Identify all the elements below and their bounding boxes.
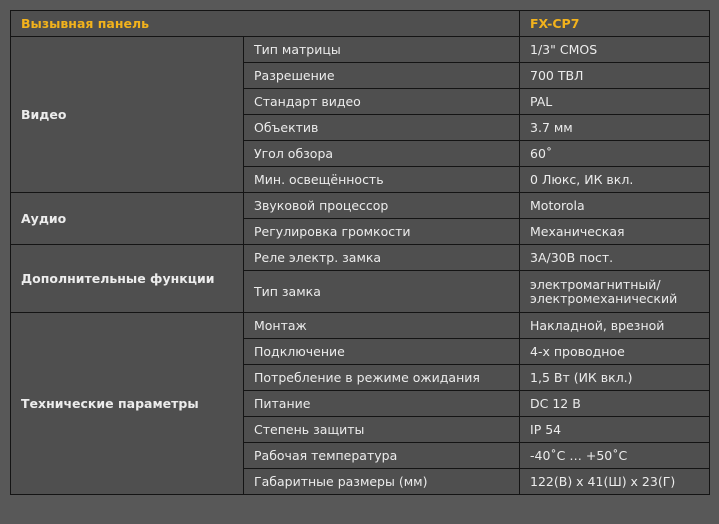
- param-name: Тип замка: [242, 270, 521, 313]
- table-header-row: Вызывная панель FX-CP7: [9, 10, 711, 37]
- param-name: Тип матрицы: [242, 36, 521, 63]
- param-name: Объектив: [242, 114, 521, 141]
- param-value: 0 Люкс, ИК вкл.: [519, 166, 711, 193]
- table-row: Регулировка громкости Механическая: [11, 218, 711, 245]
- table-row: Видео Тип матрицы 1/3" CMOS: [10, 36, 711, 193]
- table-row: Стандарт видео PAL: [11, 88, 711, 115]
- table-row: Рабочая температура -40˚С … +50˚С: [11, 442, 711, 469]
- param-value: Motorola: [519, 192, 711, 219]
- param-name: Регулировка громкости: [242, 218, 521, 245]
- param-value: 4-х проводное: [519, 338, 711, 365]
- param-name: Подключение: [242, 338, 521, 365]
- param-value: 3А/30В пост.: [519, 244, 711, 271]
- table-row: Тип замка электромагнитный/ электромехани…: [11, 270, 711, 313]
- header-title: Вызывная панель: [9, 10, 521, 37]
- param-value: DC 12 В: [519, 390, 711, 417]
- param-name: Стандарт видео: [242, 88, 521, 115]
- group-label: Видео: [10, 36, 244, 193]
- table-row: Дополнительные функции Реле электр. замка…: [10, 244, 711, 313]
- param-name: Питание: [242, 390, 521, 417]
- param-name: Разрешение: [242, 62, 521, 89]
- table-row: Аудио Звуковой процессор Motorola: [10, 192, 711, 245]
- group-label: Технические параметры: [10, 312, 244, 495]
- param-name: Монтаж: [242, 312, 521, 339]
- param-name: Габаритные размеры (мм): [242, 468, 521, 495]
- table-row: Габаритные размеры (мм) 122(В) x 41(Ш) x …: [11, 468, 711, 495]
- group-label: Аудио: [10, 192, 244, 245]
- param-value: PAL: [519, 88, 711, 115]
- table-row: Угол обзора 60˚: [11, 140, 711, 167]
- param-name: Степень защиты: [242, 416, 521, 443]
- param-value: 3.7 мм: [519, 114, 711, 141]
- param-name: Реле электр. замка: [242, 244, 521, 271]
- table-row: Питание DC 12 В: [11, 390, 711, 417]
- param-value: 1/3" CMOS: [519, 36, 711, 63]
- param-value: электромагнитный/ электромеханический: [519, 270, 711, 313]
- param-name: Мин. освещённость: [242, 166, 521, 193]
- param-value: IP 54: [519, 416, 711, 443]
- spec-table: Вызывная панель FX-CP7 Видео Тип матрицы 1…: [9, 10, 711, 495]
- param-value: Накладной, врезной: [519, 312, 711, 339]
- param-value: 700 ТВЛ: [519, 62, 711, 89]
- header-model: FX-CP7: [519, 10, 711, 37]
- param-name: Рабочая температура: [242, 442, 521, 469]
- param-value: -40˚С … +50˚С: [519, 442, 711, 469]
- table-row: Подключение 4-х проводное: [11, 338, 711, 365]
- table-row: Объектив 3.7 мм: [11, 114, 711, 141]
- table-row: Разрешение 700 ТВЛ: [11, 62, 711, 89]
- group-label: Дополнительные функции: [10, 244, 244, 313]
- param-value: 122(В) x 41(Ш) x 23(Г): [519, 468, 711, 495]
- param-name: Угол обзора: [242, 140, 521, 167]
- table-row: Технические параметры Монтаж Накладной, вр…: [10, 312, 711, 495]
- table-row: Мин. освещённость 0 Люкс, ИК вкл.: [11, 166, 711, 193]
- param-name: Потребление в режиме ожидания: [242, 364, 521, 391]
- param-value: Механическая: [519, 218, 711, 245]
- param-name: Звуковой процессор: [242, 192, 521, 219]
- param-value: 60˚: [519, 140, 711, 167]
- param-value: 1,5 Вт (ИК вкл.): [519, 364, 711, 391]
